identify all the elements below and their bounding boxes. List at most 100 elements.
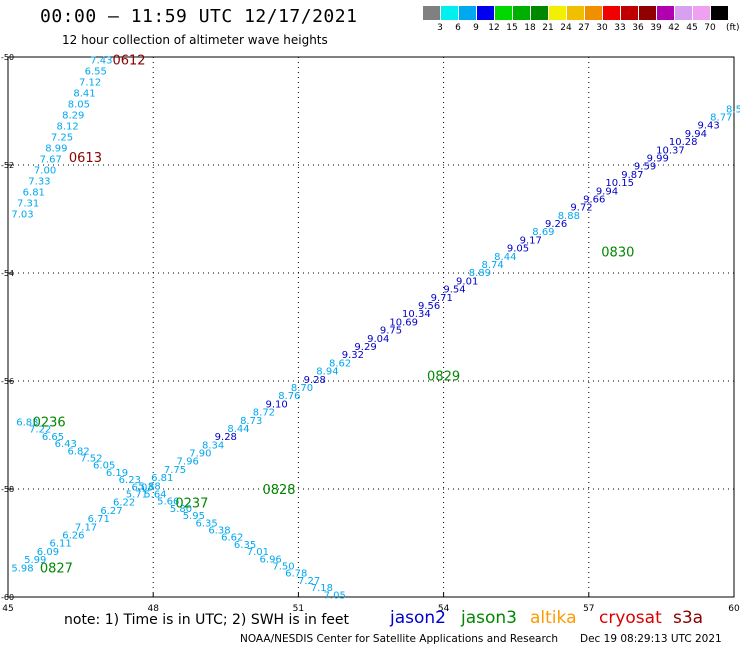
wave-height-label: 9.10 bbox=[265, 399, 287, 410]
wave-height-label: 9.94 bbox=[596, 186, 618, 197]
x-tick-label: 45 bbox=[2, 604, 13, 614]
legend-label: 39 bbox=[650, 23, 662, 33]
wave-height-label: 9.66 bbox=[583, 194, 605, 205]
legend-label: 27 bbox=[578, 23, 590, 33]
wave-height-label: 9.29 bbox=[354, 342, 376, 353]
wave-height-label: 9.32 bbox=[342, 350, 364, 361]
wave-height-label: 6.11 bbox=[50, 539, 72, 550]
wave-height-label: 8.29 bbox=[62, 111, 84, 122]
grid-lines bbox=[8, 57, 734, 597]
wave-height-label: 6.38 bbox=[208, 526, 230, 537]
wave-height-label: 7.18 bbox=[311, 583, 333, 594]
legend-swatch bbox=[513, 6, 530, 20]
wave-height-label: 6.71 bbox=[88, 514, 110, 525]
wave-height-label: 7.27 bbox=[298, 576, 320, 587]
wave-height-label: 6.43 bbox=[55, 439, 77, 450]
legend-swatch bbox=[711, 6, 728, 20]
note-text: note: 1) Time is in UTC; 2) SWH is in fe… bbox=[64, 612, 350, 628]
wave-height-label: 10.69 bbox=[389, 317, 418, 328]
x-tick-label: 57 bbox=[583, 604, 594, 614]
wave-height-label: 9.05 bbox=[507, 244, 529, 255]
legend-swatch bbox=[495, 6, 512, 20]
wave-height-label: 7.67 bbox=[40, 155, 62, 166]
wave-height-label: 8.69 bbox=[532, 227, 554, 238]
time-label: 0830 bbox=[601, 245, 634, 260]
footer: NOAA/NESDIS Center for Satellite Applica… bbox=[240, 633, 722, 645]
wave-height-label: 9.56 bbox=[418, 301, 440, 312]
time-label: 0827 bbox=[40, 561, 73, 576]
wave-height-label: 9.71 bbox=[431, 293, 453, 304]
legend-label: 15 bbox=[506, 23, 518, 33]
wave-height-label: 6.35 bbox=[234, 540, 256, 551]
wave-height-label: 10.28 bbox=[669, 137, 698, 148]
wave-height-label: 8.44 bbox=[227, 424, 249, 435]
time-label: 0237 bbox=[175, 497, 208, 512]
legend-label: 9 bbox=[473, 23, 479, 33]
wave-height-label: 8.74 bbox=[481, 260, 503, 271]
wave-height-label: 9.17 bbox=[520, 235, 542, 246]
satellite-name: cryosat bbox=[599, 608, 662, 628]
wave-height-label: 7.43 bbox=[90, 56, 112, 67]
legend-label: 33 bbox=[614, 23, 626, 33]
chart-title: 00:00 – 11:59 UTC 12/17/2021 bbox=[40, 6, 358, 27]
wave-height-label: 5.64 bbox=[144, 490, 166, 501]
wave-height-label: 7.25 bbox=[51, 133, 73, 144]
time-label: 0613 bbox=[69, 151, 102, 166]
legend-label: 3 bbox=[437, 23, 443, 33]
wave-height-label: 8.89 bbox=[469, 268, 491, 279]
x-tick-label: 60 bbox=[728, 604, 740, 614]
legend-label: 70 bbox=[704, 23, 716, 33]
wave-height-label: 6.27 bbox=[100, 506, 122, 517]
wave-height-label: 6.19 bbox=[106, 468, 128, 479]
wave-height-label: 6.78 bbox=[285, 569, 307, 580]
wave-height-label: 9.04 bbox=[367, 334, 389, 345]
y-tick-label: -58 bbox=[1, 485, 14, 494]
wave-height-label: 8.34 bbox=[202, 440, 224, 451]
legend-swatch bbox=[567, 6, 584, 20]
legend-label: 45 bbox=[686, 23, 698, 33]
wave-height-label: 6.09 bbox=[37, 547, 59, 558]
wave-height-label: 5.98 bbox=[11, 563, 33, 574]
wave-height-label: 6.81 bbox=[23, 188, 45, 199]
wave-height-label: 9.28 bbox=[215, 432, 237, 443]
wave-height-label: 8.88 bbox=[558, 211, 580, 222]
time-label: 0236 bbox=[33, 416, 66, 431]
legend-swatch bbox=[459, 6, 476, 20]
legend-label: 6 bbox=[455, 23, 461, 33]
wave-height-label: 7.01 bbox=[247, 547, 269, 558]
wave-height-label: 9.01 bbox=[456, 276, 478, 287]
wave-height-label: 9.75 bbox=[380, 326, 402, 337]
legend-swatch bbox=[675, 6, 692, 20]
legend-swatch bbox=[423, 6, 440, 20]
wave-height-label: 8.72 bbox=[253, 408, 275, 419]
time-label: 0829 bbox=[427, 370, 460, 385]
wave-height-label: 10.15 bbox=[605, 178, 634, 189]
legend-label: 36 bbox=[632, 23, 644, 33]
satellite-name: altika bbox=[530, 608, 577, 628]
wave-height-label: 9.59 bbox=[634, 162, 656, 173]
wave-height-label: 9.28 bbox=[304, 375, 326, 386]
legend-swatch bbox=[585, 6, 602, 20]
wave-height-label: 7.50 bbox=[272, 562, 294, 573]
wave-height-label: 9.72 bbox=[570, 203, 592, 214]
wave-height-label: 5.88 bbox=[138, 481, 160, 492]
wave-height-label: 7.22 bbox=[29, 425, 51, 436]
legend-swatch bbox=[441, 6, 458, 20]
y-tick-label: -60 bbox=[1, 593, 14, 602]
x-tick-label: 54 bbox=[438, 604, 450, 614]
footer-credit: NOAA/NESDIS Center for Satellite Applica… bbox=[240, 633, 558, 645]
x-tick-label: 51 bbox=[293, 604, 304, 614]
wave-height-label: 5.95 bbox=[183, 511, 205, 522]
wave-height-label: 8.73 bbox=[240, 416, 262, 427]
wave-height-label: 8.05 bbox=[68, 100, 90, 111]
legend-swatch bbox=[639, 6, 656, 20]
y-tick-label: -52 bbox=[1, 161, 14, 170]
wave-height-label: 9.99 bbox=[647, 153, 669, 164]
wave-height-label: 7.52 bbox=[80, 454, 102, 465]
wave-height-label: 8.12 bbox=[56, 122, 78, 133]
wave-height-label: 10.37 bbox=[656, 145, 685, 156]
wave-height-label: 7.90 bbox=[189, 449, 211, 460]
axis-ticks: 45 48 51 54 57 60 -50 -52 -54 -56 -58 -60 bbox=[1, 53, 740, 614]
y-tick-label: -50 bbox=[1, 53, 14, 62]
wave-height-label: 8.41 bbox=[73, 89, 95, 100]
